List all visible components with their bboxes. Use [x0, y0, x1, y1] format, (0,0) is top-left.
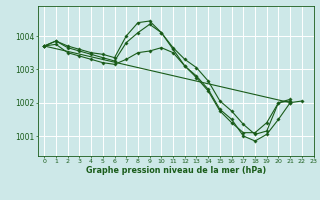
- X-axis label: Graphe pression niveau de la mer (hPa): Graphe pression niveau de la mer (hPa): [86, 166, 266, 175]
